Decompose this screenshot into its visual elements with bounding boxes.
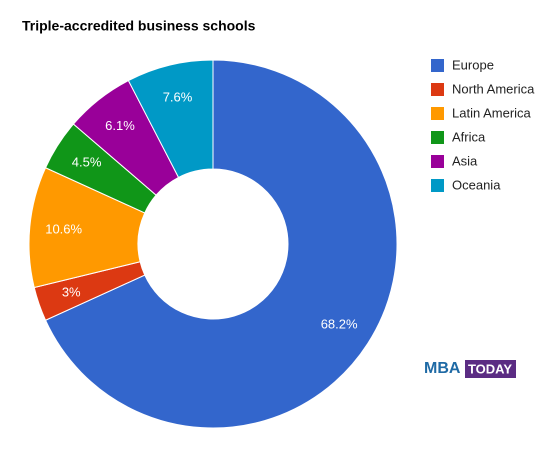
legend-swatch — [431, 107, 444, 120]
legend-swatch — [431, 179, 444, 192]
watermark: MBA — [424, 360, 461, 377]
watermark-box — [465, 360, 516, 378]
value-label: 7.6% — [163, 90, 193, 105]
legend-swatch — [431, 83, 444, 96]
watermark: TODAY — [468, 361, 512, 376]
legend-label: Europe — [452, 57, 494, 72]
legend-label: Latin America — [452, 105, 532, 120]
legend-label: Africa — [452, 129, 486, 144]
legend-swatch — [431, 155, 444, 168]
legend-label: North America — [452, 81, 535, 96]
legend-label: Asia — [452, 153, 478, 168]
donut-slice — [127, 59, 214, 179]
value-label: 4.5% — [72, 155, 102, 170]
legend-swatch — [431, 131, 444, 144]
value-label: 68.2% — [321, 317, 358, 332]
donut-slice — [44, 59, 398, 429]
value-label: 6.1% — [105, 118, 135, 133]
value-label: 3% — [62, 284, 81, 299]
chart-title: Triple-accredited business schools — [22, 18, 256, 34]
value-label: 10.6% — [45, 221, 82, 236]
legend-swatch — [431, 59, 444, 72]
legend-label: Oceania — [452, 177, 501, 192]
